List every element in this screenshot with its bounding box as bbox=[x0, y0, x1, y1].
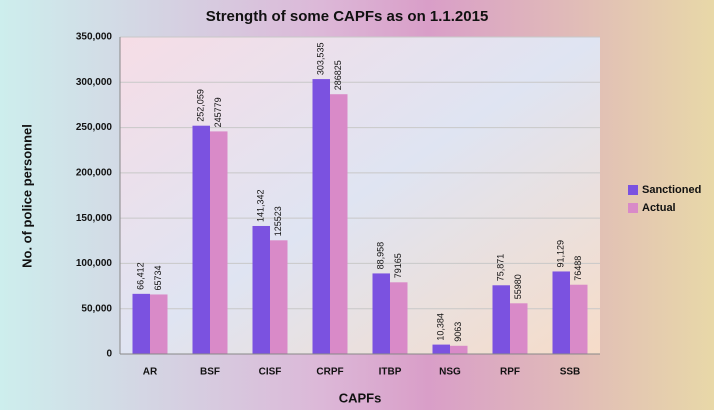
chart-title: Strength of some CAPFs as on 1.1.2015 bbox=[206, 8, 489, 25]
bar bbox=[570, 284, 588, 354]
x-tick-label: BSF bbox=[200, 367, 220, 378]
data-label: 66,412 bbox=[136, 262, 146, 290]
data-label: 9063 bbox=[453, 322, 463, 342]
legend-swatch bbox=[628, 185, 638, 195]
y-tick-label: 250,000 bbox=[76, 122, 113, 133]
data-label: 88,958 bbox=[376, 242, 386, 270]
data-label: 65734 bbox=[153, 265, 163, 290]
bar bbox=[312, 79, 330, 354]
x-axis-label: CAPFs bbox=[339, 390, 382, 405]
bar bbox=[132, 293, 150, 354]
legend-label: Sanctioned bbox=[642, 184, 701, 196]
y-tick-label: 350,000 bbox=[76, 32, 113, 43]
bar bbox=[192, 125, 210, 354]
bar bbox=[330, 94, 348, 354]
bar bbox=[510, 303, 528, 354]
x-tick-label: AR bbox=[143, 367, 158, 378]
bar bbox=[252, 225, 270, 354]
legend-label: Actual bbox=[642, 202, 676, 214]
y-tick-label: 150,000 bbox=[76, 213, 113, 224]
y-axis-label: No. of police personnel bbox=[19, 124, 34, 268]
y-tick-label: 300,000 bbox=[76, 77, 113, 88]
data-label: 75,871 bbox=[496, 254, 506, 282]
bar bbox=[270, 240, 288, 354]
x-tick-label: SSB bbox=[560, 367, 581, 378]
bar bbox=[150, 294, 168, 354]
data-label: 141,342 bbox=[256, 189, 266, 222]
data-label: 125523 bbox=[273, 206, 283, 236]
data-label: 91,129 bbox=[556, 240, 566, 268]
plot-area bbox=[120, 37, 600, 354]
bar bbox=[210, 131, 228, 354]
y-tick-label: 0 bbox=[106, 349, 112, 360]
bar bbox=[372, 273, 390, 354]
x-tick-label: CRPF bbox=[316, 367, 343, 378]
data-label: 303,535 bbox=[316, 43, 326, 76]
y-tick-label: 50,000 bbox=[81, 303, 112, 314]
y-tick-label: 100,000 bbox=[76, 258, 113, 269]
data-label: 76488 bbox=[573, 256, 583, 281]
y-tick-label: 200,000 bbox=[76, 167, 113, 178]
bar bbox=[552, 271, 570, 354]
bar bbox=[492, 285, 510, 354]
bar bbox=[390, 282, 408, 354]
x-tick-label: NSG bbox=[439, 367, 461, 378]
x-tick-label: ITBP bbox=[379, 367, 402, 378]
data-label: 286825 bbox=[333, 60, 343, 90]
data-label: 10,384 bbox=[436, 313, 446, 341]
legend-swatch bbox=[628, 203, 638, 213]
data-label: 252,059 bbox=[196, 89, 206, 122]
data-label: 55980 bbox=[513, 274, 523, 299]
data-label: 79165 bbox=[393, 253, 403, 278]
x-tick-label: RPF bbox=[500, 367, 520, 378]
x-tick-label: CISF bbox=[259, 367, 282, 378]
bar bbox=[432, 344, 450, 354]
bar bbox=[450, 345, 468, 354]
data-label: 245779 bbox=[213, 97, 223, 127]
